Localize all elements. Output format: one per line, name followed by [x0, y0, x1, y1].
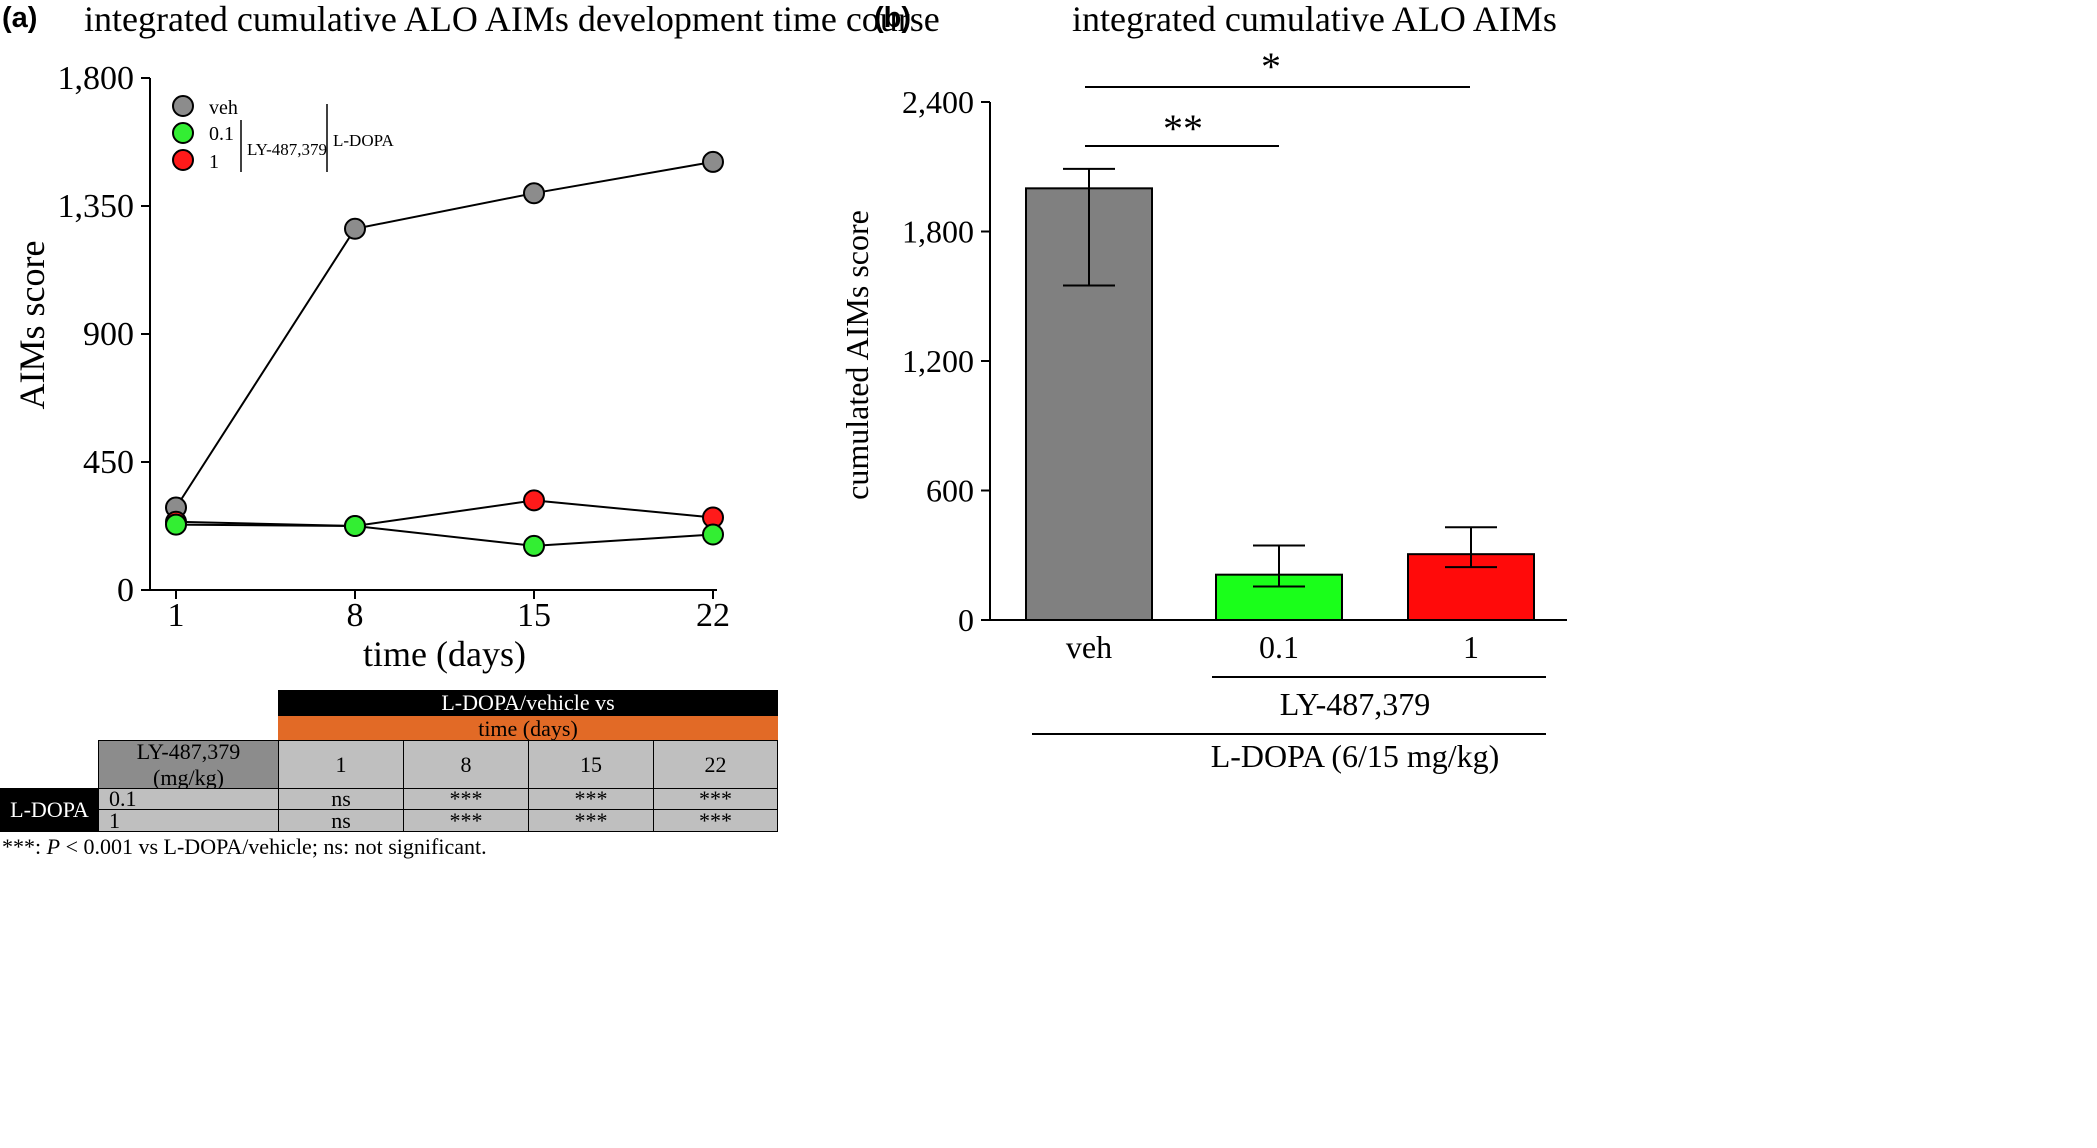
y-tick-label: 0 [117, 572, 134, 609]
table-col-15: 15 [528, 740, 654, 789]
legend-01-label: 0.1 [209, 123, 234, 145]
x-tick-label: 1 [168, 597, 185, 634]
table-row-dose: 0.1 [98, 786, 279, 811]
panel-a-label: (a) [2, 2, 38, 34]
table-col-8: 8 [403, 740, 529, 789]
x-tick-label: 1 [1463, 629, 1479, 665]
group-ldopa-label: L-DOPA (6/15 mg/kg) [1211, 738, 1500, 774]
y-tick-label: 450 [83, 444, 134, 481]
footnote-stars: ***: [2, 834, 47, 859]
table-cell: *** [528, 786, 654, 811]
legend-1-marker [172, 149, 194, 171]
series-line-0.1 [175, 523, 714, 547]
y-tick-label: 1,200 [902, 343, 974, 379]
table-col-22: 22 [653, 740, 778, 789]
table-cell: *** [653, 808, 778, 833]
legend-veh-label: veh [209, 97, 238, 119]
table-header-sub: time (days) [278, 716, 778, 741]
y-tick-label: 2,400 [902, 84, 974, 120]
legend-drug-label: LY-487,379 [247, 140, 327, 159]
sig-label-single: * [1261, 44, 1281, 89]
footnote-p: P [46, 834, 61, 859]
table-cell: *** [403, 786, 529, 811]
bar-veh [1025, 187, 1153, 621]
table-cell: ns [278, 808, 404, 833]
x-tick-label: 0.1 [1259, 629, 1299, 665]
panel-a-title: integrated cumulative ALO AIMs developme… [84, 0, 940, 39]
table-row-dose: 1 [98, 808, 279, 833]
table-col-1: 1 [278, 740, 404, 789]
table-cell: *** [403, 808, 529, 833]
table-side-label: L-DOPA [0, 788, 99, 832]
legend-1-label: 1 [209, 151, 219, 173]
table-cell: *** [653, 786, 778, 811]
x-tick-label: 22 [696, 597, 730, 634]
y-tick-label: 0 [958, 602, 974, 638]
data-point-0.1 [523, 534, 545, 557]
data-point-0.1 [702, 523, 724, 546]
panel-b-label: (b) [874, 2, 912, 34]
legend-ldopa-label: L-DOPA [333, 131, 394, 150]
table-footnote: ***: P < 0.001 vs L-DOPA/vehicle; ns: no… [2, 834, 487, 860]
y-tick-label: 1,800 [902, 214, 974, 250]
table-col-drug: LY-487,379 (mg/kg) [98, 739, 279, 790]
table-cell: ns [278, 786, 404, 811]
table-header-top: L-DOPA/vehicle vs [278, 690, 778, 716]
panel-b-title: integrated cumulative ALO AIMs [1072, 0, 1557, 39]
footnote-text: < 0.001 vs L-DOPA/vehicle; ns: not signi… [60, 834, 487, 859]
y-tick-label: 900 [83, 316, 134, 353]
data-point-0.1 [165, 513, 187, 536]
series-line-1 [175, 499, 714, 528]
data-point-veh [523, 182, 545, 205]
y-tick-label: 600 [926, 473, 974, 509]
y-tick-label: 1,800 [58, 60, 135, 97]
series-line-veh [175, 160, 714, 509]
data-point-veh [702, 150, 724, 173]
table-cell: *** [528, 808, 654, 833]
y-tick-label: 1,350 [58, 188, 135, 225]
x-axis-title: time (days) [363, 634, 526, 674]
data-point-1 [523, 489, 545, 512]
legend-01-marker [172, 122, 194, 144]
x-tick-label: 15 [517, 597, 551, 634]
bar-chart: 0 600 1,200 1,800 2,400 cumulated AIMs score v… [840, 44, 1567, 774]
legend-veh-marker [172, 95, 194, 117]
sig-label-double: ** [1163, 106, 1203, 151]
y-axis-title: AIMs score [12, 241, 52, 410]
data-point-veh [344, 217, 366, 240]
y-axis-title: cumulated AIMs score [840, 210, 875, 500]
group-drug-label: LY-487,379 [1280, 686, 1431, 722]
x-tick-label: 8 [347, 597, 364, 634]
x-tick-label: veh [1066, 629, 1112, 665]
data-point-0.1 [344, 515, 366, 537]
line-chart: 0 450 900 1,350 1,800 1 8 15 22 time (days) AIMs s… [12, 60, 730, 674]
